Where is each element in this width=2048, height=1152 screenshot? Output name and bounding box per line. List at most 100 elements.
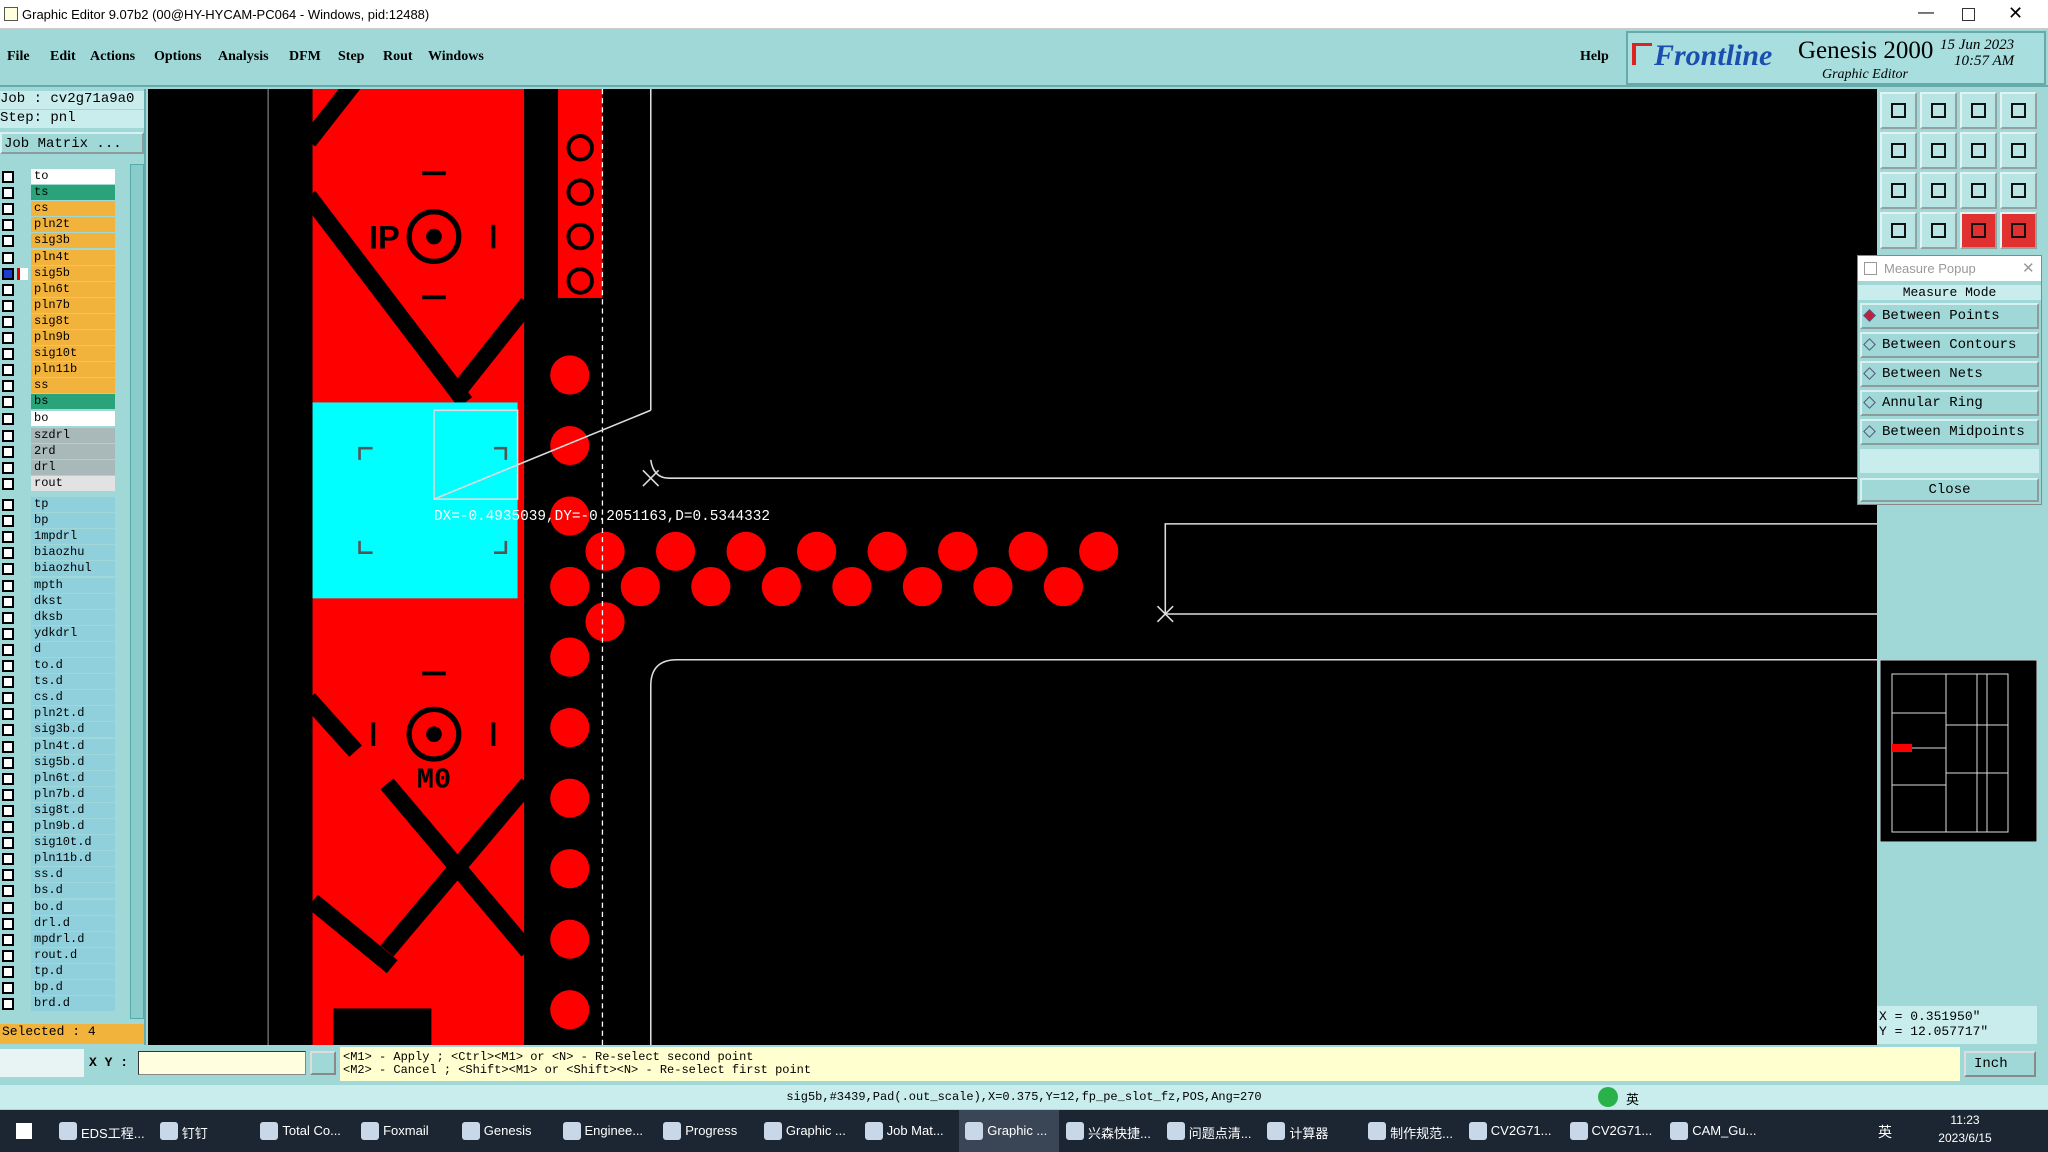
- layer-checkbox[interactable]: [2, 804, 14, 817]
- layer-checkbox[interactable]: [2, 299, 14, 312]
- taskbar-app[interactable]: Graphic ...: [987, 1123, 1048, 1138]
- clock-time[interactable]: 11:23: [1950, 1113, 1980, 1127]
- measure-option[interactable]: Between Points: [1860, 303, 2039, 329]
- layer-name[interactable]: bs.d: [31, 883, 115, 899]
- menu-item[interactable]: Windows: [428, 49, 484, 64]
- tool-button[interactable]: [1960, 172, 1997, 209]
- help-menu[interactable]: Help: [1580, 49, 1609, 64]
- close-window[interactable]: ✕: [2008, 3, 2024, 23]
- layer-name[interactable]: pln7b.d: [31, 786, 115, 802]
- layer-checkbox[interactable]: [2, 499, 14, 511]
- overview-map[interactable]: [1880, 660, 2037, 842]
- layer-checkbox[interactable]: [2, 579, 14, 592]
- pcb-canvas[interactable]: IP M0 DX=-0.4935039,DY=-0.2051163,D=0.53…: [148, 89, 1877, 1045]
- layer-name[interactable]: pln11b: [31, 362, 115, 378]
- layer-checkbox[interactable]: [2, 676, 14, 689]
- layer-checkbox[interactable]: [2, 446, 14, 459]
- menu-item[interactable]: Step: [338, 49, 365, 64]
- layer-checkbox[interactable]: [2, 547, 14, 560]
- layer-checkbox[interactable]: [2, 772, 14, 785]
- taskbar-app[interactable]: EDS工程...: [81, 1126, 145, 1141]
- xy-input[interactable]: [138, 1051, 306, 1075]
- taskbar-app[interactable]: 兴森快捷...: [1088, 1126, 1151, 1141]
- layer-name[interactable]: pln9b: [31, 330, 115, 345]
- tool-button[interactable]: [1880, 92, 1917, 129]
- layer-checkbox[interactable]: [2, 853, 14, 866]
- taskbar-app[interactable]: Foxmail: [383, 1123, 429, 1138]
- measure-option[interactable]: Annular Ring: [1860, 390, 2039, 416]
- layer-checkbox[interactable]: [2, 982, 14, 994]
- popup-close-x[interactable]: ✕: [2022, 260, 2035, 277]
- layer-name[interactable]: 2rd: [31, 444, 115, 460]
- layer-checkbox[interactable]: [2, 949, 14, 962]
- taskbar-app[interactable]: 制作规范...: [1390, 1126, 1453, 1141]
- taskbar-app[interactable]: Enginee...: [584, 1123, 644, 1138]
- layer-name[interactable]: dkst: [31, 593, 115, 609]
- tool-button[interactable]: [1920, 132, 1957, 169]
- layer-name[interactable]: rout: [31, 476, 115, 492]
- taskbar-app[interactable]: 计算器: [1289, 1126, 1329, 1141]
- layer-checkbox[interactable]: [2, 430, 14, 442]
- taskbar-app[interactable]: Graphic ...: [785, 1123, 846, 1138]
- layer-name[interactable]: pln9b.d: [31, 819, 115, 834]
- taskbar-app[interactable]: CV2G71...: [1591, 1123, 1653, 1138]
- layer-name[interactable]: to: [31, 169, 115, 184]
- layer-name[interactable]: mpdrl.d: [31, 931, 115, 947]
- layer-checkbox[interactable]: [2, 332, 14, 344]
- layer-checkbox[interactable]: [2, 740, 14, 753]
- job-matrix-button[interactable]: Job Matrix ...: [0, 132, 144, 154]
- scrollbar[interactable]: [130, 164, 144, 1019]
- layer-checkbox[interactable]: [2, 187, 14, 200]
- layer-name[interactable]: szdrl: [31, 428, 115, 443]
- layer-checkbox[interactable]: [2, 515, 14, 528]
- layer-name[interactable]: sig3b: [31, 233, 115, 249]
- mode-icons[interactable]: [0, 1049, 84, 1077]
- tool-button[interactable]: [2000, 212, 2037, 249]
- layer-name[interactable]: bo.d: [31, 899, 115, 915]
- layer-checkbox[interactable]: [2, 251, 14, 264]
- layer-checkbox[interactable]: [2, 478, 14, 491]
- layer-name[interactable]: tp.d: [31, 963, 115, 979]
- layer-checkbox[interactable]: [2, 203, 14, 216]
- layer-checkbox[interactable]: [2, 283, 14, 296]
- layer-name[interactable]: to.d: [31, 658, 115, 673]
- layer-checkbox[interactable]: [2, 837, 14, 850]
- layer-name[interactable]: ss.d: [31, 867, 115, 883]
- layer-name[interactable]: pln4t.d: [31, 738, 115, 754]
- tool-button[interactable]: [2000, 172, 2037, 209]
- layer-name[interactable]: drl: [31, 460, 115, 476]
- layer-checkbox[interactable]: [2, 364, 14, 377]
- layer-checkbox[interactable]: [2, 885, 14, 898]
- layer-checkbox[interactable]: [2, 708, 14, 721]
- layer-name[interactable]: cs: [31, 201, 115, 217]
- layer-name[interactable]: pln6t: [31, 281, 115, 297]
- tool-button[interactable]: [1880, 132, 1917, 169]
- layer-checkbox[interactable]: [2, 348, 14, 361]
- layer-checkbox[interactable]: [2, 396, 14, 409]
- layer-checkbox[interactable]: [2, 412, 14, 425]
- tool-button[interactable]: [1960, 132, 1997, 169]
- layer-name[interactable]: pln7b: [31, 297, 115, 313]
- measure-option[interactable]: Between Contours: [1860, 332, 2039, 358]
- menu-item[interactable]: Edit: [50, 49, 76, 64]
- layer-checkbox[interactable]: [2, 660, 14, 672]
- layer-checkbox[interactable]: [2, 219, 14, 232]
- menu-item[interactable]: Actions: [90, 49, 136, 64]
- layer-checkbox[interactable]: [2, 998, 14, 1011]
- layer-name[interactable]: biaozhul: [31, 561, 115, 577]
- layer-name[interactable]: d: [31, 641, 115, 657]
- layer-name[interactable]: sig10t: [31, 346, 115, 362]
- taskbar-app[interactable]: CAM_Gu...: [1692, 1123, 1757, 1138]
- tool-button[interactable]: [1960, 212, 1997, 249]
- taskbar-app[interactable]: Job Mat...: [886, 1123, 944, 1138]
- clock-date[interactable]: 2023/6/15: [1938, 1131, 1992, 1145]
- layer-name[interactable]: mpth: [31, 577, 115, 593]
- layer-checkbox[interactable]: [2, 692, 14, 705]
- close-button[interactable]: Close: [1860, 478, 2039, 502]
- maximize[interactable]: [1962, 8, 1975, 21]
- menu-item[interactable]: DFM: [289, 49, 321, 64]
- layer-checkbox[interactable]: [2, 869, 14, 882]
- tool-button[interactable]: [1920, 92, 1957, 129]
- layer-name[interactable]: 1mpdrl: [31, 529, 115, 545]
- layer-checkbox[interactable]: [2, 627, 14, 640]
